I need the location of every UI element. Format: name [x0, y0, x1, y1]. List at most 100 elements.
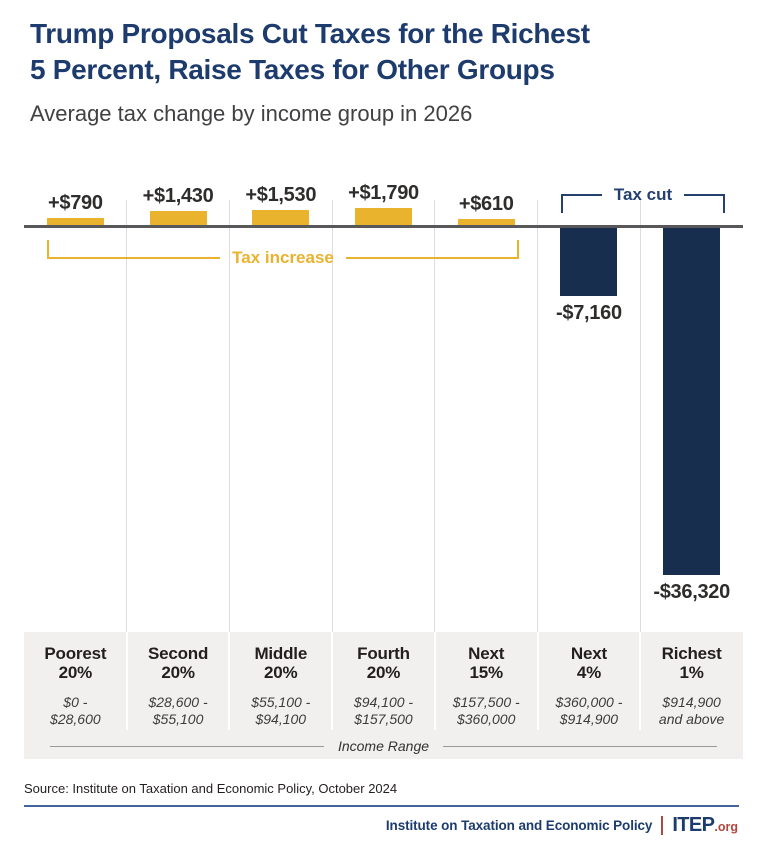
source-note: Source: Institute on Taxation and Econom… [24, 781, 398, 796]
category-label: Second 20% [127, 644, 230, 682]
category-label-line-1: Second [147, 644, 209, 663]
footer-separator-bar [661, 815, 664, 835]
panel-column-separator [433, 632, 436, 730]
bar-value-label: -$7,160 [556, 302, 622, 325]
income-range-line-2: $55,100 [152, 711, 204, 727]
x-axis-title: Income Range [337, 738, 430, 754]
chart-title-line-1: Trump Proposals Cut Taxes for the Riches… [30, 18, 590, 49]
bar-tax-cut [663, 228, 721, 575]
axis-rule-line [443, 745, 717, 747]
category-label: Fourth 20% [332, 644, 435, 682]
category-label: Next 4% [538, 644, 641, 682]
itep-logo-suffix: .org [714, 819, 738, 834]
bar-tax-increase [149, 211, 207, 225]
category-column: Second 20% $28,600 - $55,100 [127, 632, 230, 759]
bar-tax-increase [457, 219, 515, 225]
bar-tax-increase [355, 207, 412, 225]
category-label-line-1: Poorest [44, 644, 107, 663]
category-column: Middle 20% $55,100 - $94,100 [229, 632, 332, 759]
bar-tax-increase [46, 217, 104, 225]
zero-axis-line [24, 225, 743, 228]
column-gridline [331, 200, 333, 632]
category-label-line-2: 1% [679, 663, 704, 682]
itep-logo-text: ITEP [672, 813, 715, 836]
category-panel: Income Range Poorest 20% $0 - $28,600 Second… [24, 632, 743, 759]
axis-rule-line [50, 745, 324, 747]
income-range-label: $28,600 - $55,100 [127, 694, 230, 728]
panel-column-separator [331, 632, 334, 730]
category-column: Next 15% $157,500 - $360,000 [435, 632, 538, 759]
income-range-line-1: $360,000 - [555, 694, 623, 710]
bar-value-label: +$610 [458, 193, 514, 216]
tax-increase-label: Tax increase [232, 248, 334, 267]
panel-column-separator [228, 632, 231, 730]
income-range-label: $0 - $28,600 [24, 694, 127, 728]
column-gridline [537, 200, 539, 632]
income-range-line-1: $55,100 - [251, 694, 311, 710]
income-range-line-1: $28,600 - [148, 694, 208, 710]
income-range-line-2: $914,900 [559, 711, 619, 727]
category-label-line-1: Next [468, 644, 505, 663]
income-range-line-1: $94,100 - [353, 694, 414, 710]
income-range-label: $157,500 - $360,000 [435, 694, 538, 728]
tax-increase-bracket-row: Tax increase [47, 248, 520, 268]
category-label: Richest 1% [640, 644, 743, 682]
income-range-label: $360,000 - $914,900 [538, 694, 641, 728]
tax-cut-label: Tax cut [613, 185, 673, 204]
bar-value-label: -$36,320 [653, 581, 730, 603]
column-gridline [434, 200, 436, 632]
footer: Institute on Taxation and Economic Polic… [386, 812, 738, 838]
panel-column-separator [125, 632, 128, 730]
bracket-line-segment [47, 257, 221, 259]
category-column: Next 4% $360,000 - $914,900 [538, 632, 641, 759]
bracket-line-segment [684, 194, 726, 196]
income-range-line-1: $0 - [63, 694, 88, 710]
bar-value-label: +$1,790 [348, 181, 419, 204]
category-label-line-2: 15% [469, 663, 503, 682]
category-label-line-1: Middle [254, 644, 308, 663]
footer-divider-line [24, 805, 739, 807]
income-range-line-2: $157,500 [354, 711, 413, 727]
category-column: Fourth 20% $94,100 - $157,500 [332, 632, 435, 759]
category-label-line-2: 4% [576, 663, 601, 682]
bracket-line-segment [345, 257, 520, 259]
category-label-line-1: Fourth [357, 644, 410, 663]
bar-value-label: +$790 [48, 191, 103, 214]
tax-cut-bracket-row: Tax cut [561, 185, 726, 205]
column-gridline [228, 200, 230, 632]
income-range-label: $55,100 - $94,100 [229, 694, 332, 728]
income-range-line-2: and above [658, 711, 725, 727]
category-label-line-1: Next [570, 644, 607, 663]
panel-column-separator [639, 632, 642, 730]
bar-tax-cut [560, 228, 618, 297]
bar-value-label: +$1,530 [245, 184, 317, 207]
income-range-line-2: $360,000 [456, 711, 516, 727]
x-axis-title-row: Income Range [50, 736, 717, 756]
tax-increase-bracket: Tax increase [47, 240, 520, 267]
panel-column-separator [536, 632, 539, 730]
itep-logo: ITEP .org [672, 814, 738, 837]
income-range-line-2: $28,600 [50, 711, 101, 727]
bar-value-label: +$1,430 [142, 185, 214, 208]
bracket-line-segment [561, 194, 602, 196]
category-column: Poorest 20% $0 - $28,600 [24, 632, 127, 759]
category-label-line-2: 20% [58, 663, 93, 682]
category-label: Middle 20% [229, 644, 332, 682]
category-label: Poorest 20% [24, 644, 127, 682]
category-label-line-1: Richest [661, 644, 722, 663]
income-range-label: $914,900 and above [640, 694, 743, 728]
category-label-line-2: 20% [264, 663, 298, 682]
income-range-label: $94,100 - $157,500 [332, 694, 435, 728]
chart-subtitle: Average tax change by income group in 20… [30, 101, 473, 126]
column-gridline [126, 200, 128, 632]
income-range-line-1: $914,900 [662, 694, 721, 710]
tax-cut-bracket: Tax cut [561, 185, 726, 213]
chart-title-line-2: 5 Percent, Raise Taxes for Other Groups [30, 54, 555, 85]
footer-org-name: Institute on Taxation and Economic Polic… [385, 817, 653, 833]
bar-tax-increase [252, 210, 310, 225]
category-label: Next 15% [435, 644, 538, 682]
category-label-line-2: 20% [161, 663, 195, 682]
chart-title: Trump Proposals Cut Taxes for the Riches… [30, 16, 746, 88]
